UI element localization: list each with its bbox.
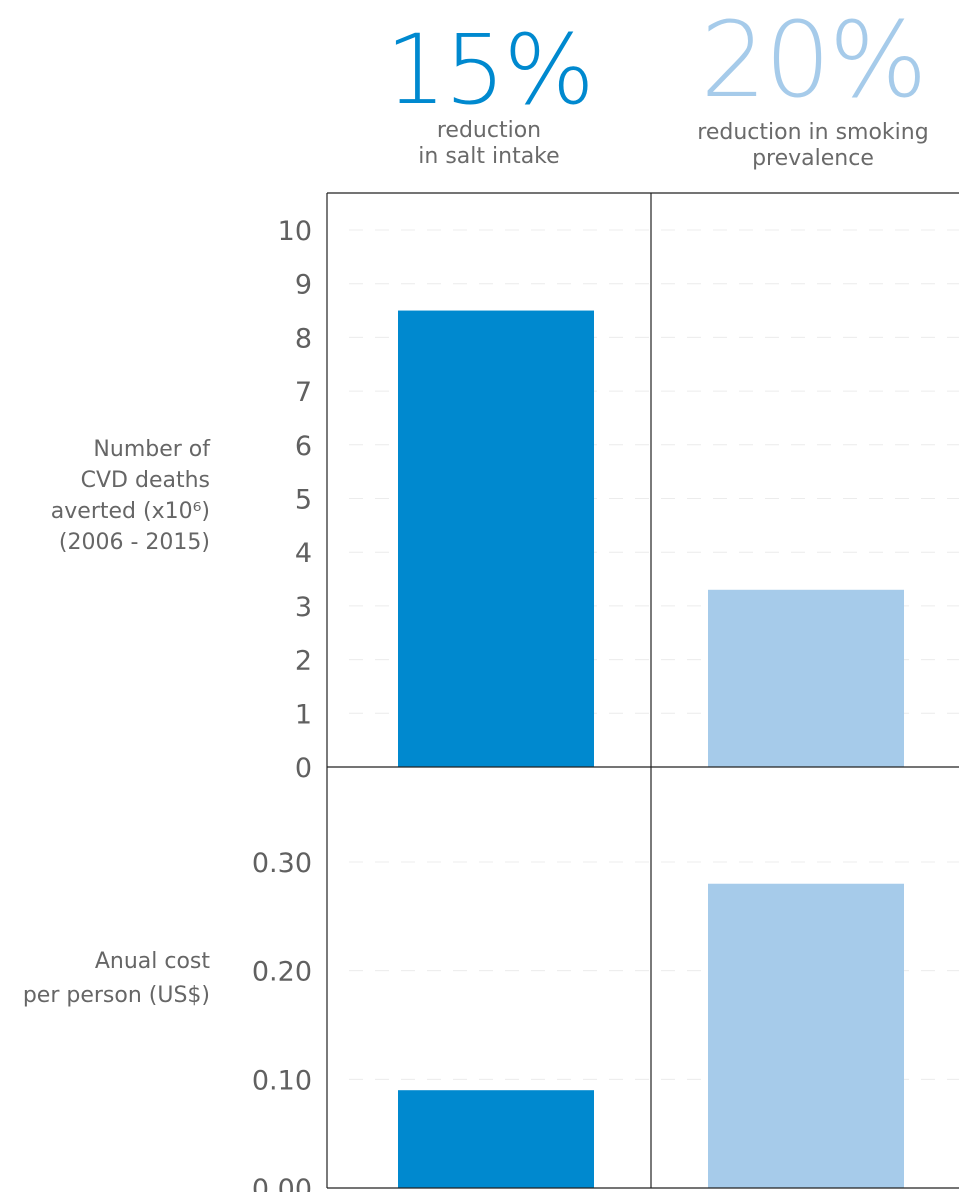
header-salt: 15% reduction in salt intake <box>327 0 651 190</box>
deaths-tick-label: 8 <box>295 323 312 354</box>
header-smoking: 20% reduction in smoking prevalence <box>651 0 959 190</box>
smoking-percentage: 20% <box>700 0 927 121</box>
cost-axis-label: Anual cost per person (US$) <box>22 949 210 1008</box>
deaths-tick-label: 9 <box>295 270 312 301</box>
deaths-tick-label: 6 <box>295 431 312 462</box>
deaths-bar-salt <box>398 310 594 767</box>
deaths-bar-smoking <box>708 589 904 767</box>
smoking-caption: reduction in smoking prevalence <box>697 120 929 171</box>
cost-tick-label: 0.00 <box>252 1174 312 1192</box>
salt-caption: reduction in salt intake <box>418 118 560 169</box>
cost-tick-label: 0.10 <box>252 1065 312 1096</box>
salt-percentage: 15% <box>385 14 594 126</box>
deaths-tick-label: 0 <box>295 753 312 784</box>
deaths-axis-label: Number of CVD deaths averted (x10⁶) (200… <box>50 437 210 555</box>
deaths-tick-label: 7 <box>295 377 312 408</box>
deaths-tick-label: 5 <box>295 485 312 516</box>
cost-tick-label: 0.30 <box>252 848 312 879</box>
cost-bar-salt <box>398 1090 594 1188</box>
deaths-tick-label: 3 <box>295 592 312 623</box>
cost-bar-smoking <box>708 883 904 1188</box>
deaths-tick-label: 10 <box>278 216 312 247</box>
cost-tick-label: 0.20 <box>252 957 312 988</box>
deaths-tick-label: 4 <box>295 538 312 569</box>
deaths-tick-label: 1 <box>295 699 312 730</box>
deaths-tick-label: 2 <box>295 646 312 677</box>
